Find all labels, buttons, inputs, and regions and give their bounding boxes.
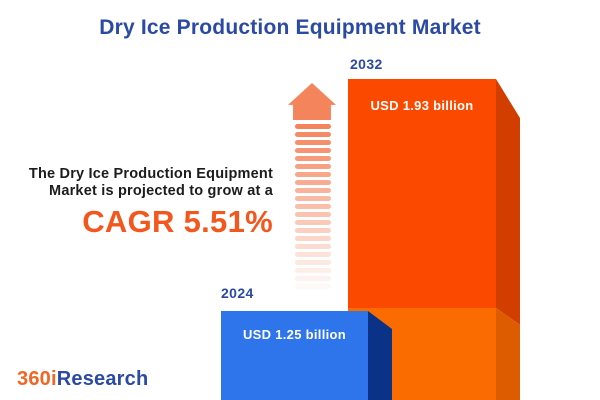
summary-line-1: The Dry Ice Production Equipment [28,166,273,182]
logo-360i: 360i [17,368,57,390]
bar-2024-year-label: 2024 [221,285,254,301]
logo-research: Research [56,368,149,390]
bar-2024-value-label: USD 1.25 billion [242,327,347,342]
cagr-value: CAGR 5.51% [82,204,273,239]
page-title: Dry Ice Production Equipment Market [99,16,481,39]
arrow-shaft [295,124,331,304]
360iresearch-logo: 360iResearch [17,368,148,391]
summary-block: The Dry Ice Production Equipment Market … [29,166,273,240]
bar-2024-front [221,311,368,400]
summary-line-2: Market is projected to grow at a [49,183,273,199]
bar-2032-year-label: 2032 [350,56,383,72]
bar-2032-side [496,79,520,325]
bar-2032-value-label: USD 1.93 billion [370,98,474,113]
arrow-up-icon [288,83,336,120]
bar-2032-front [348,79,496,308]
bar-2032-side-lower-band [496,308,520,400]
